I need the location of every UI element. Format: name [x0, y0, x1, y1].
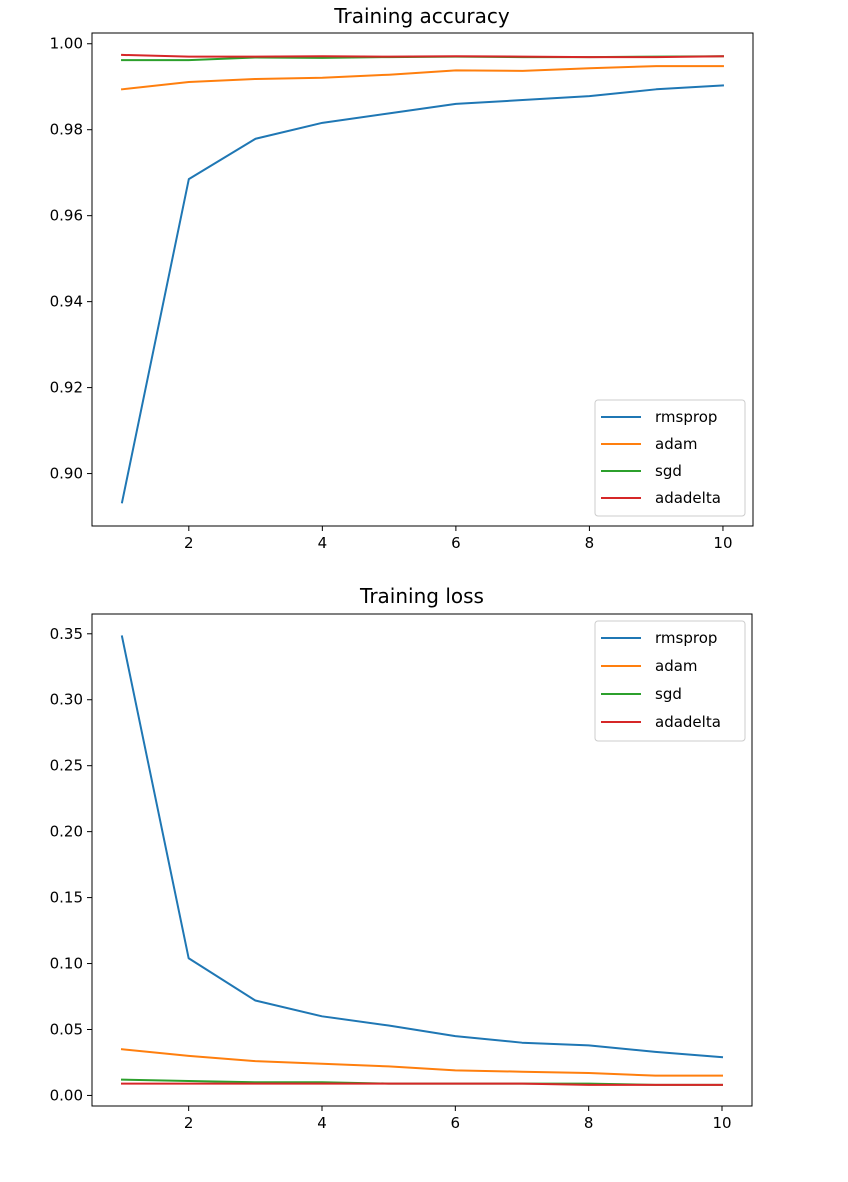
y-tick-label: 0.00 [50, 1086, 83, 1104]
x-tick-label: 4 [318, 534, 328, 552]
series-line-adadelta [121, 1082, 723, 1086]
y-tick-label: 0.15 [50, 889, 83, 907]
y-tick-label: 0.35 [50, 625, 83, 643]
chart-title: Training accuracy [333, 4, 510, 28]
legend-box [594, 620, 746, 742]
series-line-adam [120, 1048, 723, 1077]
y-tick-label: 0.05 [50, 1020, 83, 1038]
y-tick-label: 0.92 [50, 379, 83, 397]
series-layer [120, 635, 724, 1086]
legend-label-rmsprop: rmsprop [655, 408, 717, 426]
legend: rmsprop adam sgd adadelta [594, 399, 746, 517]
x-tick-label: 10 [713, 534, 732, 552]
x-tick-label: 8 [584, 1114, 594, 1132]
legend-label-adam: adam [655, 435, 698, 453]
x-tick-label: 2 [184, 534, 194, 552]
legend-label-adadelta: adadelta [655, 489, 721, 507]
legend-box [594, 399, 746, 517]
legend-label-adam: adam [655, 657, 698, 675]
series-layer [120, 53, 725, 504]
legend-label-sgd: sgd [655, 462, 682, 480]
x-tick-label: 10 [712, 1114, 731, 1132]
y-tick-label: 0.20 [50, 823, 83, 841]
y-axis: 0.00 0.05 0.10 0.15 0.20 0.25 0.30 0.35 [50, 625, 92, 1104]
x-axis: 2 4 6 8 10 [184, 1106, 732, 1132]
plot-frame [91, 613, 753, 1107]
legend: rmsprop adam sgd adadelta [594, 620, 746, 742]
series-line-adadelta [121, 53, 724, 59]
legend-label-rmsprop: rmsprop [655, 629, 717, 647]
series-line-rmsprop [120, 84, 725, 504]
y-tick-label: 1.00 [50, 35, 83, 53]
y-tick-label: 0.96 [50, 207, 83, 225]
y-tick-label: 0.10 [50, 955, 83, 973]
x-tick-label: 8 [585, 534, 595, 552]
legend-label-sgd: sgd [655, 685, 682, 703]
training-loss-chart: Training loss 2 4 6 8 10 0.00 0.05 0.10 0.15 0.2… [50, 584, 753, 1132]
chart-title: Training loss [359, 584, 484, 608]
x-tick-label: 2 [184, 1114, 194, 1132]
x-tick-label: 6 [451, 534, 461, 552]
legend-label-adadelta: adadelta [655, 713, 721, 731]
plot-frame [91, 32, 754, 527]
y-tick-label: 0.25 [50, 757, 83, 775]
x-tick-label: 6 [451, 1114, 461, 1132]
y-tick-label: 0.90 [50, 465, 83, 483]
x-tick-label: 4 [317, 1114, 327, 1132]
training-accuracy-chart: Training accuracy 2 4 6 8 10 0.900.920.940.9… [50, 4, 754, 552]
y-tick-label: 0.98 [50, 121, 83, 139]
x-axis: 2 4 6 8 10 [184, 526, 733, 552]
series-line-adam [120, 65, 724, 91]
series-line-rmsprop [120, 635, 724, 1059]
y-tick-label: 0.30 [50, 691, 83, 709]
y-axis: 0.90 0.92 0.94 0.96 0.98 1.00 [50, 35, 92, 483]
y-tick-label: 0.94 [50, 293, 83, 311]
